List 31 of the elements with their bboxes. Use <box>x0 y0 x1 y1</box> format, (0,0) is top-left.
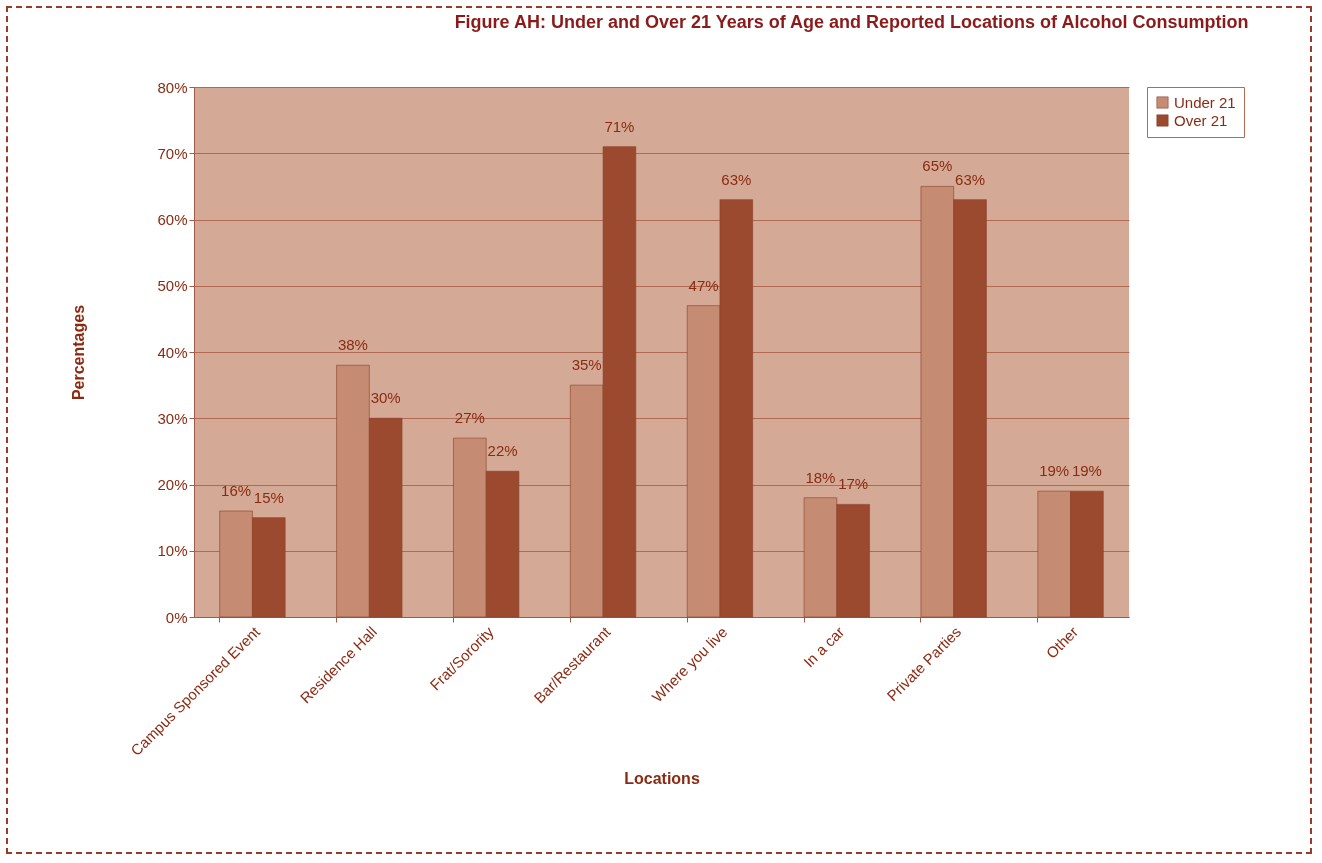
data-label: 27% <box>454 409 485 427</box>
legend-label: Over 21 <box>1174 111 1228 129</box>
chart-title: Figure AH: Under and Over 21 Years of Age and Reported Locations of Alcohol Consumption <box>454 12 1249 32</box>
data-label: 65% <box>922 157 953 175</box>
data-label: 30% <box>370 389 401 407</box>
data-label: 35% <box>571 356 602 374</box>
legend-label: Under 21 <box>1174 93 1236 111</box>
x-axis-title: Locations <box>624 769 700 787</box>
y-axis-title: Percentages <box>70 304 88 401</box>
data-label: 47% <box>688 276 719 294</box>
data-label: 63% <box>955 170 986 188</box>
y-tick-label: 60% <box>157 211 188 228</box>
data-label: 17% <box>838 475 869 493</box>
y-tick-label: 70% <box>157 144 188 162</box>
data-label: 19% <box>1071 462 1102 480</box>
y-tick-label: 40% <box>157 343 188 361</box>
data-label: 16% <box>221 482 252 499</box>
y-tick-label: 10% <box>157 542 188 560</box>
data-label: 15% <box>253 488 284 506</box>
y-tick-label: 80% <box>157 78 188 96</box>
data-label: 38% <box>337 336 368 354</box>
data-label: 71% <box>604 117 635 135</box>
x-tick-label: In a car <box>800 623 848 671</box>
data-label: 19% <box>1039 462 1070 480</box>
y-tick-label: 50% <box>157 277 188 295</box>
y-tick-label: 30% <box>157 409 188 427</box>
data-label: 63% <box>721 170 752 188</box>
data-label: 22% <box>487 442 518 460</box>
y-tick-label: 0% <box>165 608 188 626</box>
y-tick-label: 20% <box>157 476 188 493</box>
data-label: 18% <box>805 468 836 486</box>
